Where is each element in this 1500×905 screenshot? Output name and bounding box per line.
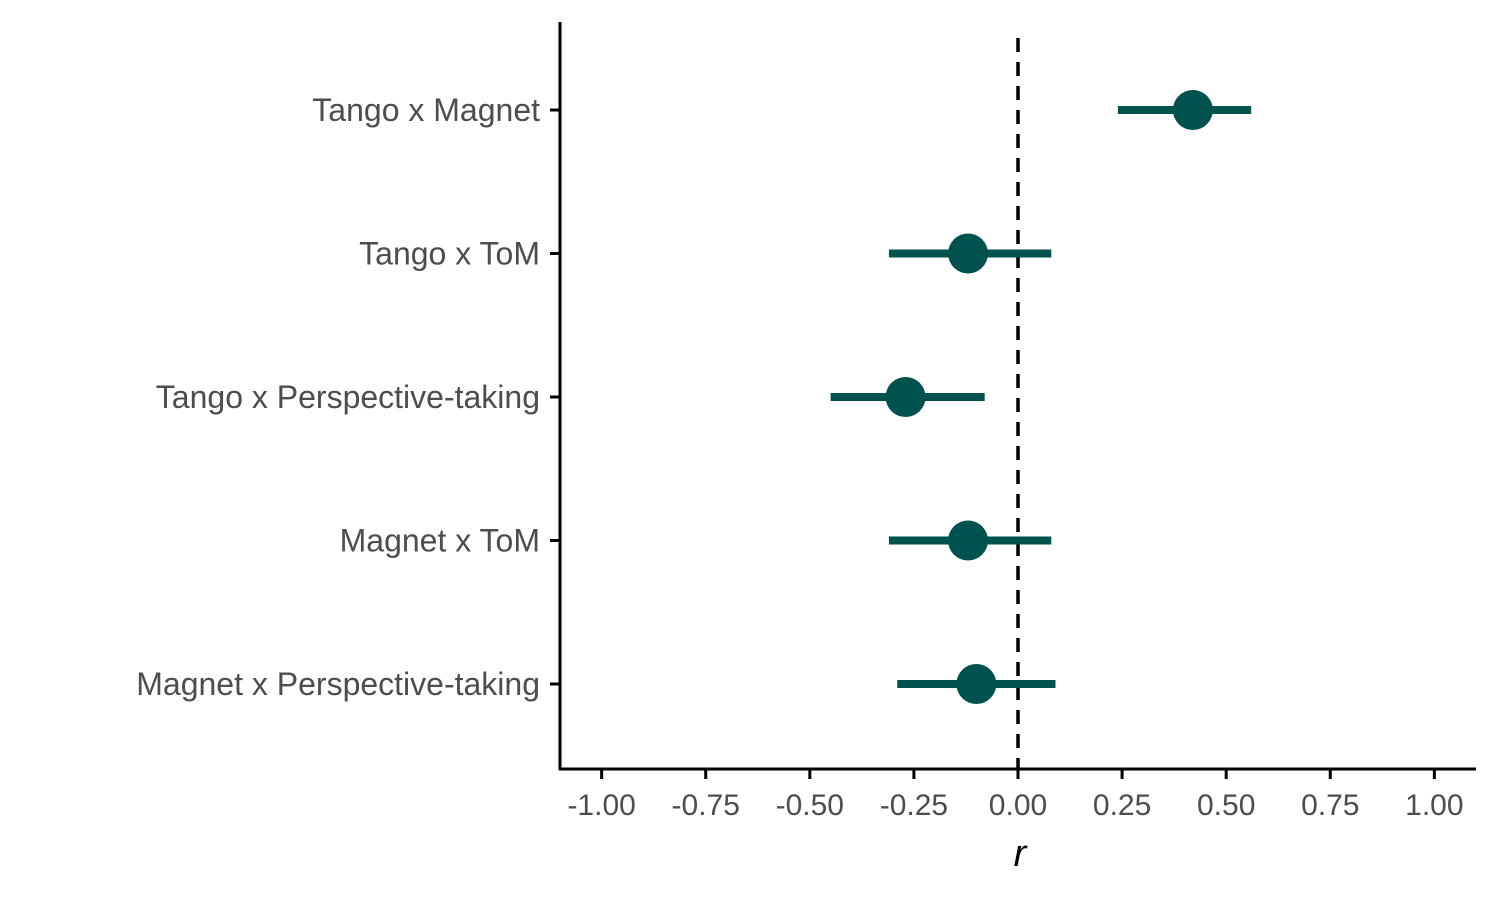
estimate-point bbox=[885, 377, 926, 417]
x-tick-label: 0.00 bbox=[989, 789, 1047, 822]
y-tick-label: Tango x Perspective-taking bbox=[156, 379, 540, 415]
y-axis-ticks: Tango x Magnet Tango x ToM Tango x Perspec… bbox=[136, 92, 560, 702]
y-tick-label: Magnet x ToM bbox=[340, 523, 540, 559]
x-tick-label: -0.50 bbox=[776, 789, 844, 822]
estimate-point bbox=[956, 664, 997, 704]
x-tick-label: 0.25 bbox=[1093, 789, 1151, 822]
x-tick-label: 0.50 bbox=[1197, 789, 1255, 822]
x-tick-label: -0.75 bbox=[672, 789, 740, 822]
x-tick-label: 0.75 bbox=[1301, 789, 1359, 822]
x-axis-title: r bbox=[1014, 833, 1028, 875]
estimate-point bbox=[948, 520, 989, 561]
x-tick-label: -0.25 bbox=[880, 789, 948, 822]
estimate-point bbox=[1172, 90, 1213, 130]
y-tick-label: Magnet x Perspective-taking bbox=[136, 666, 540, 702]
estimate-point bbox=[948, 233, 989, 274]
x-tick-label: -1.00 bbox=[567, 789, 635, 822]
y-tick-label: Tango x ToM bbox=[359, 236, 540, 272]
estimate-points bbox=[885, 90, 1213, 704]
x-axis-ticks: -1.00 -0.75 -0.50 -0.25 0.00 0.25 0.50 0.75 1.00 bbox=[567, 769, 1464, 822]
x-tick-label: 1.00 bbox=[1405, 789, 1463, 822]
y-tick-label: Tango x Magnet bbox=[312, 92, 540, 128]
